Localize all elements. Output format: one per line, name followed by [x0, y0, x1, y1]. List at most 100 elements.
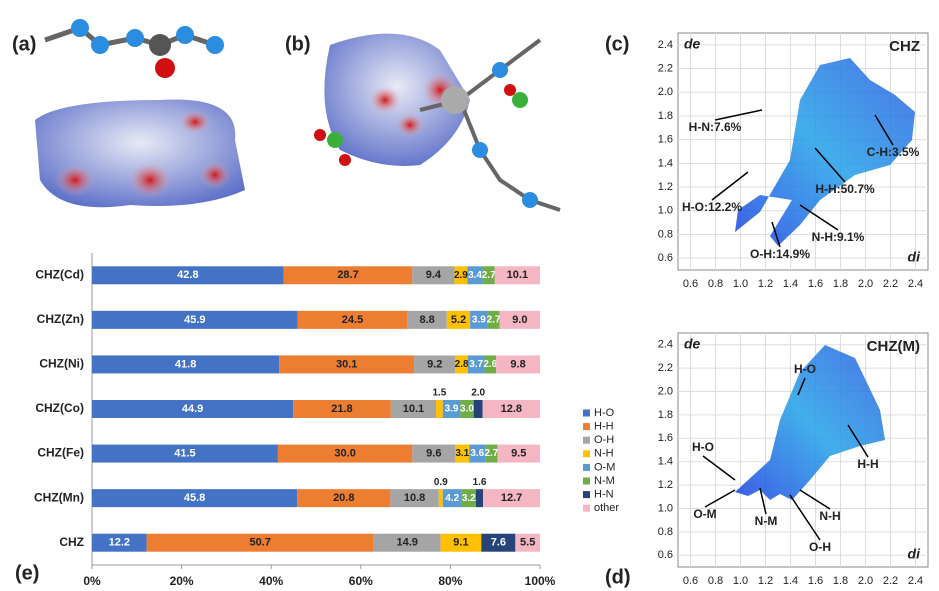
value-label: 21.8	[331, 403, 352, 415]
x-axis-label: di	[908, 249, 922, 265]
panel-label: (a)	[12, 33, 36, 55]
value-label: 12.2	[109, 537, 130, 549]
y-tick-label: 1.4	[658, 456, 673, 468]
value-label: 12.7	[501, 492, 522, 504]
y-tick-label: 0.8	[658, 526, 673, 538]
value-label: 45.9	[184, 314, 205, 326]
value-label: 41.8	[175, 358, 196, 370]
value-label: 1.6	[473, 477, 487, 488]
legend-marker	[583, 410, 590, 417]
annotation: H-O	[692, 440, 714, 454]
y-tick-label: 1.2	[658, 479, 673, 491]
value-label: 2.7	[484, 448, 498, 459]
x-tick-label: 1.4	[783, 575, 798, 587]
value-label: 28.7	[337, 269, 358, 281]
value-label: 1.5	[432, 388, 446, 399]
legend-label: N-M	[594, 475, 615, 487]
value-label: 41.5	[174, 447, 195, 459]
value-label: 14.9	[396, 537, 417, 549]
y-tick-label: 1.6	[658, 432, 673, 444]
annotation: H-H:50.7%	[815, 182, 875, 196]
category-label: CHZ(Cd)	[35, 267, 84, 281]
value-label: 42.8	[177, 269, 198, 281]
x-tick-label: 1.2	[758, 575, 773, 587]
value-label: 9.5	[511, 447, 526, 459]
x-tick-label: 100%	[525, 574, 556, 588]
value-label: 44.9	[182, 403, 203, 415]
legend-marker	[583, 450, 590, 457]
legend-label: H-H	[594, 421, 614, 433]
legend-label: H-N	[594, 489, 614, 501]
legend-marker	[583, 491, 590, 498]
value-label: 50.7	[250, 537, 271, 549]
y-tick-label: 0.6	[658, 549, 673, 561]
y-tick-label: 1.2	[658, 181, 673, 193]
legend-label: H-O	[594, 407, 615, 419]
value-label: 0.9	[434, 477, 448, 488]
value-label: 3.9	[445, 404, 459, 415]
value-label: 12.8	[501, 403, 522, 415]
x-tick-label: 80%	[438, 574, 462, 588]
figure: (a) (b) (c) (d) (e) 0.60.81.01.21.41.61.…	[0, 0, 939, 591]
x-tick-label: 0.6	[683, 278, 698, 290]
y-axis-label: de	[684, 36, 701, 52]
x-tick-label: 0.8	[708, 278, 723, 290]
value-label: 9.0	[512, 314, 527, 326]
value-label: 3.6	[470, 448, 484, 459]
category-label: CHZ	[59, 535, 84, 549]
x-tick-label: 40%	[259, 574, 283, 588]
value-label: 10.1	[403, 403, 424, 415]
x-tick-label: 1.2	[758, 278, 773, 290]
annotation: C-H:3.5%	[867, 145, 920, 159]
panel-label: (c)	[605, 33, 629, 55]
value-label: 2.0	[471, 388, 485, 399]
value-label: 9.2	[427, 358, 442, 370]
x-tick-label: 20%	[170, 574, 194, 588]
x-tick-label: 1.8	[833, 278, 848, 290]
annotation: H-N:7.6%	[689, 120, 742, 134]
x-tick-label: 2.4	[908, 575, 923, 587]
y-tick-label: 1.4	[658, 157, 673, 169]
category-label: CHZ(Zn)	[37, 312, 84, 326]
annotation: O-M	[693, 507, 716, 521]
plot-title: CHZ	[889, 38, 920, 55]
value-label: 5.5	[520, 537, 535, 549]
y-tick-label: 0.6	[658, 252, 673, 264]
x-axis-label: di	[908, 546, 922, 562]
legend-marker	[583, 437, 590, 444]
value-label: 3.2	[462, 493, 476, 504]
plot-title: CHZ(M)	[867, 338, 920, 355]
x-tick-label: 2.2	[883, 575, 898, 587]
annotation: N-H	[819, 509, 840, 523]
category-label: CHZ(Fe)	[37, 446, 84, 460]
y-tick-label: 1.8	[658, 110, 673, 122]
x-tick-label: 60%	[349, 574, 373, 588]
legend-marker	[583, 505, 590, 512]
x-tick-label: 1.6	[808, 575, 823, 587]
annotation: N-M	[755, 514, 778, 528]
x-tick-label: 1.6	[808, 278, 823, 290]
value-label: 3.1	[455, 448, 469, 459]
annotation-arrow	[705, 490, 735, 507]
value-label: 9.1	[453, 537, 468, 549]
value-label: 3.9	[472, 314, 486, 325]
value-label: 7.6	[491, 537, 506, 549]
annotation: H-O	[794, 362, 816, 376]
value-label: 3.4	[468, 270, 482, 281]
y-tick-label: 1.0	[658, 205, 673, 217]
value-label: 20.8	[333, 492, 354, 504]
x-tick-label: 1.8	[833, 575, 848, 587]
value-label: 2.7	[487, 314, 501, 325]
x-tick-label: 0%	[83, 574, 101, 588]
annotation: O-H:14.9%	[750, 247, 810, 261]
legend-label: other	[594, 502, 619, 514]
value-label: 30.0	[334, 447, 355, 459]
legend-label: O-M	[594, 461, 615, 473]
category-label: CHZ(Mn)	[34, 490, 84, 504]
x-tick-label: 0.8	[708, 575, 723, 587]
bar-segment	[474, 400, 483, 418]
panel-label: (b)	[285, 33, 311, 55]
y-tick-label: 2.4	[658, 339, 673, 351]
x-tick-label: 0.6	[683, 575, 698, 587]
annotation: O-H	[809, 540, 831, 554]
